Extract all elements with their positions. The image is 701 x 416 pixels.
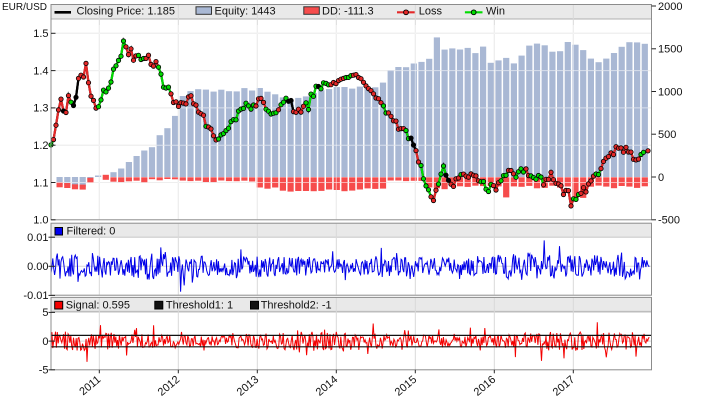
svg-text:5: 5: [42, 307, 48, 319]
svg-text:Threshold1: 1: Threshold1: 1: [166, 300, 233, 312]
svg-text:0: 0: [658, 172, 664, 184]
svg-text:1000: 1000: [658, 86, 682, 98]
svg-text:0: 0: [42, 336, 48, 348]
svg-text:Win: Win: [486, 6, 505, 18]
svg-text:1.3: 1.3: [33, 103, 48, 115]
svg-text:500: 500: [658, 129, 676, 141]
svg-text:2000: 2000: [658, 1, 682, 13]
svg-text:1.4: 1.4: [33, 65, 48, 77]
svg-text:-0.01: -0.01: [23, 290, 48, 302]
svg-text:Loss: Loss: [419, 6, 443, 18]
svg-text:1.0: 1.0: [33, 215, 48, 227]
svg-text:Signal: 0.595: Signal: 0.595: [66, 300, 130, 312]
svg-text:Threshold2: -1: Threshold2: -1: [261, 300, 332, 312]
svg-text:Filtered: 0: Filtered: 0: [67, 226, 116, 238]
svg-text:0.01: 0.01: [27, 232, 48, 244]
svg-text:EUR/USD: EUR/USD: [2, 2, 47, 13]
svg-text:1500: 1500: [658, 44, 682, 56]
svg-text:1.1: 1.1: [33, 177, 48, 189]
svg-text:DD: -111.3: DD: -111.3: [322, 6, 374, 18]
svg-text:-5: -5: [39, 365, 49, 377]
svg-text:Equity: 1443: Equity: 1443: [215, 6, 276, 18]
svg-text:0.00: 0.00: [27, 261, 48, 273]
svg-text:Closing Price: 1.185: Closing Price: 1.185: [77, 6, 175, 18]
svg-text:-500: -500: [658, 215, 680, 227]
svg-text:1.5: 1.5: [33, 28, 48, 40]
svg-text:1.2: 1.2: [33, 140, 48, 152]
